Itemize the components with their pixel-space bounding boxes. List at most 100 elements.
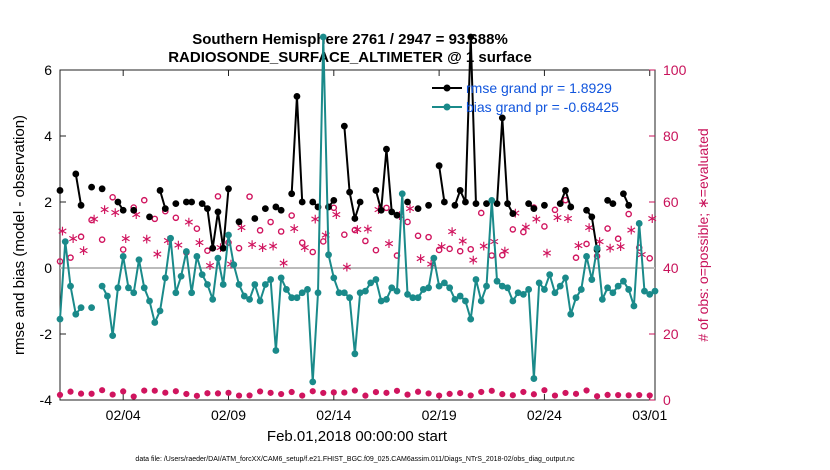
evaluated-count-marker: ∗ bbox=[478, 238, 490, 254]
bias-point bbox=[182, 248, 190, 255]
rmse-point bbox=[340, 122, 348, 130]
possible-count-marker-low bbox=[56, 391, 64, 398]
bias-point bbox=[346, 294, 354, 302]
bias-point bbox=[572, 294, 580, 302]
rmse-point bbox=[119, 206, 127, 214]
rmse-line bbox=[496, 117, 514, 215]
possible-count-marker bbox=[646, 254, 654, 262]
possible-count-marker-low bbox=[583, 387, 590, 394]
rmse-point bbox=[377, 206, 385, 214]
y-axis-label: rmse and bias (model - observation) bbox=[11, 115, 28, 355]
bias-point bbox=[583, 253, 590, 260]
evaluated-count-marker: ∗ bbox=[467, 252, 479, 268]
possible-count-marker-low bbox=[172, 388, 179, 395]
possible-count-marker-low bbox=[425, 390, 432, 397]
y-right-tick-label: 60 bbox=[663, 194, 679, 210]
evaluated-count-marker: ∗ bbox=[99, 201, 111, 217]
evaluated-count-marker: ∗ bbox=[499, 243, 511, 259]
y-tick-label: -4 bbox=[40, 392, 53, 408]
evaluated-count-marker: ∗ bbox=[278, 255, 290, 271]
rmse-line bbox=[343, 126, 362, 223]
possible-count-marker bbox=[214, 193, 222, 200]
bias-point bbox=[388, 284, 396, 292]
chart-subtitle: RADIOSONDE_SURFACE_ALTIMETER @ 1 surface bbox=[168, 49, 532, 66]
rmse-line bbox=[438, 165, 446, 203]
rmse-point bbox=[483, 200, 490, 208]
evaluated-count-marker: ∗ bbox=[257, 239, 269, 255]
rmse-point bbox=[235, 218, 243, 226]
bias-point bbox=[377, 297, 385, 305]
bias-point bbox=[519, 291, 527, 298]
x-tick-label: 02/09 bbox=[211, 407, 246, 423]
evaluated-count-marker: ∗ bbox=[151, 245, 163, 261]
bias-point bbox=[230, 261, 238, 269]
bias-point bbox=[546, 271, 554, 278]
bias-point bbox=[361, 287, 369, 295]
rmse-point bbox=[604, 196, 612, 204]
evaluated-count-marker: ∗ bbox=[109, 204, 121, 220]
series-layer bbox=[56, 33, 659, 386]
bias-point bbox=[498, 282, 506, 290]
rmse-point bbox=[330, 196, 338, 204]
possible-count-marker-low bbox=[446, 390, 453, 397]
possible-count-marker bbox=[446, 245, 453, 253]
possible-count-marker-low bbox=[235, 392, 243, 399]
possible-count-marker-low bbox=[183, 390, 190, 398]
possible-count-marker-low bbox=[204, 390, 211, 397]
bias-point bbox=[235, 281, 243, 288]
rmse-point bbox=[425, 201, 432, 209]
rmse-point bbox=[251, 215, 259, 222]
rmse-point bbox=[261, 205, 269, 213]
bias-point bbox=[256, 297, 264, 305]
legend-bias-label: bias grand pr = -0.68425 bbox=[466, 99, 619, 115]
evaluated-count-marker: ∗ bbox=[141, 231, 153, 247]
y-axis-right-label: # of obs: o=possible; ∗=evaluated bbox=[695, 128, 711, 341]
possible-count-marker-low bbox=[478, 388, 485, 396]
possible-count-marker-low bbox=[530, 391, 537, 398]
obs-count-markers: ∗∗∗∗∗∗∗∗∗∗∗∗∗∗∗∗∗∗∗∗∗∗∗∗∗∗∗∗∗∗∗∗∗∗∗∗∗∗∗∗… bbox=[56, 193, 658, 400]
evaluated-count-marker: ∗ bbox=[288, 220, 300, 236]
possible-count-marker bbox=[383, 204, 390, 212]
y-right-tick-label: 100 bbox=[663, 62, 687, 78]
bias-point bbox=[456, 292, 464, 300]
bias-point bbox=[277, 274, 285, 282]
evaluated-count-marker: ∗ bbox=[404, 200, 416, 216]
bias-point bbox=[77, 304, 85, 311]
rmse-point bbox=[351, 215, 359, 222]
rmse-point bbox=[472, 200, 480, 208]
bias-point bbox=[188, 289, 196, 297]
possible-count-marker-low bbox=[309, 388, 316, 395]
footnote: data file: /Users/raeder/DAI/ATM_forcXX/… bbox=[135, 456, 575, 463]
bias-point bbox=[272, 347, 280, 354]
bias-point bbox=[541, 286, 548, 293]
bias-point bbox=[61, 238, 69, 246]
bias-point bbox=[509, 297, 517, 305]
evaluated-count-marker: ∗ bbox=[594, 233, 606, 249]
evaluated-count-marker: ∗ bbox=[246, 236, 258, 252]
rmse-point bbox=[435, 162, 443, 170]
bias-point bbox=[288, 294, 296, 302]
possible-count-marker-low bbox=[351, 387, 358, 394]
possible-count-marker-low bbox=[151, 387, 158, 394]
rmse-point bbox=[88, 183, 95, 191]
rmse-point bbox=[219, 244, 227, 252]
y-tick-label: 0 bbox=[44, 260, 52, 276]
possible-count-marker-low bbox=[604, 391, 611, 398]
bias-point bbox=[72, 310, 80, 318]
bias-point bbox=[430, 254, 438, 262]
bias-point bbox=[298, 289, 306, 297]
bias-point bbox=[177, 272, 185, 280]
x-tick-label: 02/04 bbox=[106, 407, 141, 423]
possible-count-marker-low bbox=[278, 390, 285, 398]
bias-point bbox=[398, 190, 406, 198]
rmse-point bbox=[451, 201, 459, 209]
bias-point bbox=[525, 286, 533, 293]
bias-point bbox=[156, 307, 164, 315]
possible-count-marker-low bbox=[488, 387, 495, 394]
bias-point bbox=[451, 295, 459, 303]
bias-point bbox=[88, 304, 95, 311]
possible-count-marker-low bbox=[109, 391, 116, 398]
evaluated-count-marker: ∗ bbox=[236, 219, 248, 235]
rmse-point bbox=[567, 203, 575, 211]
rmse-point bbox=[346, 188, 354, 196]
